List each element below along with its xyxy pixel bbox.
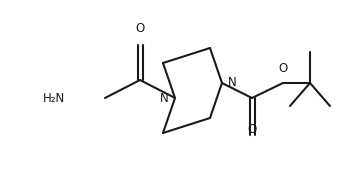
Text: N: N bbox=[160, 91, 169, 104]
Text: H₂N: H₂N bbox=[43, 91, 65, 104]
Text: N: N bbox=[228, 77, 237, 90]
Text: O: O bbox=[279, 62, 288, 75]
Text: O: O bbox=[136, 22, 145, 35]
Text: O: O bbox=[247, 123, 257, 136]
